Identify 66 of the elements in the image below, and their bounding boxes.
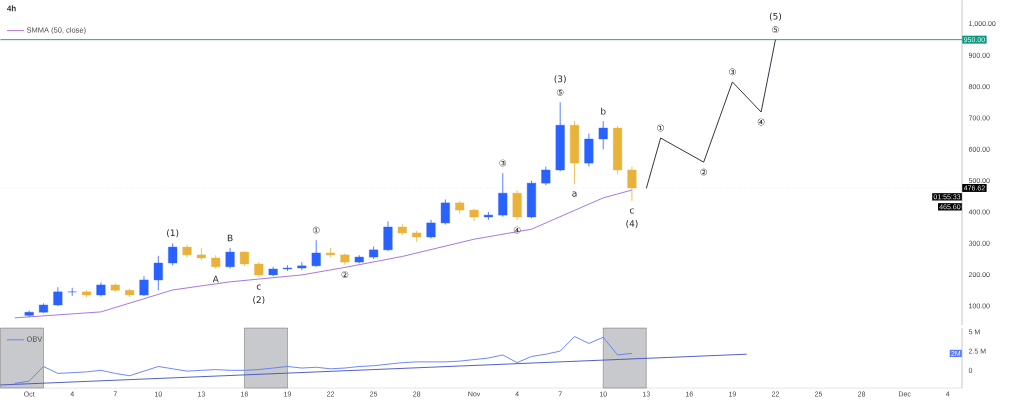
candlestick: [239, 250, 249, 267]
candlestick: [369, 246, 379, 260]
candlestick: [354, 254, 364, 264]
candlestick: [82, 289, 92, 298]
candlestick: [282, 264, 292, 272]
candlestick: [153, 255, 163, 291]
annotation: ⑤: [556, 88, 564, 96]
candlestick: [498, 172, 508, 218]
candlestick: [570, 120, 580, 185]
annotation: ③: [729, 68, 736, 76]
candlestick: [326, 247, 336, 258]
candlestick: [613, 125, 623, 175]
annotation: ②: [700, 168, 708, 176]
candlestick: [483, 211, 493, 221]
annotation: ①: [657, 124, 665, 132]
annotation: c: [256, 284, 261, 290]
annotation: ④: [757, 118, 765, 126]
candlestick: [182, 244, 192, 258]
candlestick: [125, 288, 135, 298]
candlestick: [67, 287, 77, 297]
candlestick: [426, 219, 436, 239]
annotation: (5): [769, 12, 782, 21]
annotation: ⑤: [772, 26, 779, 34]
candlestick: [455, 200, 465, 214]
annotation: (2): [253, 296, 265, 305]
annotation: B: [227, 234, 233, 242]
annotation: (1): [167, 229, 179, 238]
candlestick: [211, 254, 221, 270]
candlestick: [139, 275, 149, 297]
candlestick: [541, 166, 551, 186]
candlestick: [397, 223, 407, 236]
candlestick: [412, 230, 422, 243]
candlestick: [469, 208, 479, 222]
candlestick: [225, 247, 235, 269]
annotation: b: [601, 107, 606, 115]
candlestick: [39, 303, 49, 314]
annotation: ①: [312, 226, 320, 234]
candlestick: [196, 247, 206, 261]
candlestick: [584, 133, 594, 167]
candlestick: [168, 242, 178, 266]
candlestick: [24, 310, 34, 318]
candlestick: [311, 239, 321, 268]
candlestick: [555, 101, 565, 172]
candlestick: [254, 261, 264, 278]
annotation: ③: [499, 159, 507, 167]
line-series: [645, 39, 776, 189]
annotation: (3): [554, 75, 566, 84]
candlestick: [297, 261, 307, 271]
candlestick: [598, 120, 608, 150]
candlestick: [526, 180, 536, 219]
annotation: a: [572, 191, 577, 197]
candlestick: [340, 252, 350, 265]
text: 4h: [7, 5, 16, 12]
annotation: c: [629, 208, 634, 214]
annotation: ④: [513, 226, 521, 234]
candlestick: [440, 199, 450, 225]
candlestick: [268, 266, 278, 277]
candlestick: [512, 189, 522, 221]
candlestick: [110, 282, 120, 293]
candlestick: [53, 286, 63, 307]
annotation: (4): [626, 219, 638, 228]
candlestick: [96, 282, 106, 297]
annotation: ②: [341, 271, 349, 278]
candlestick: [627, 166, 637, 202]
candlestick: [383, 220, 393, 252]
annotation: A: [212, 275, 219, 283]
